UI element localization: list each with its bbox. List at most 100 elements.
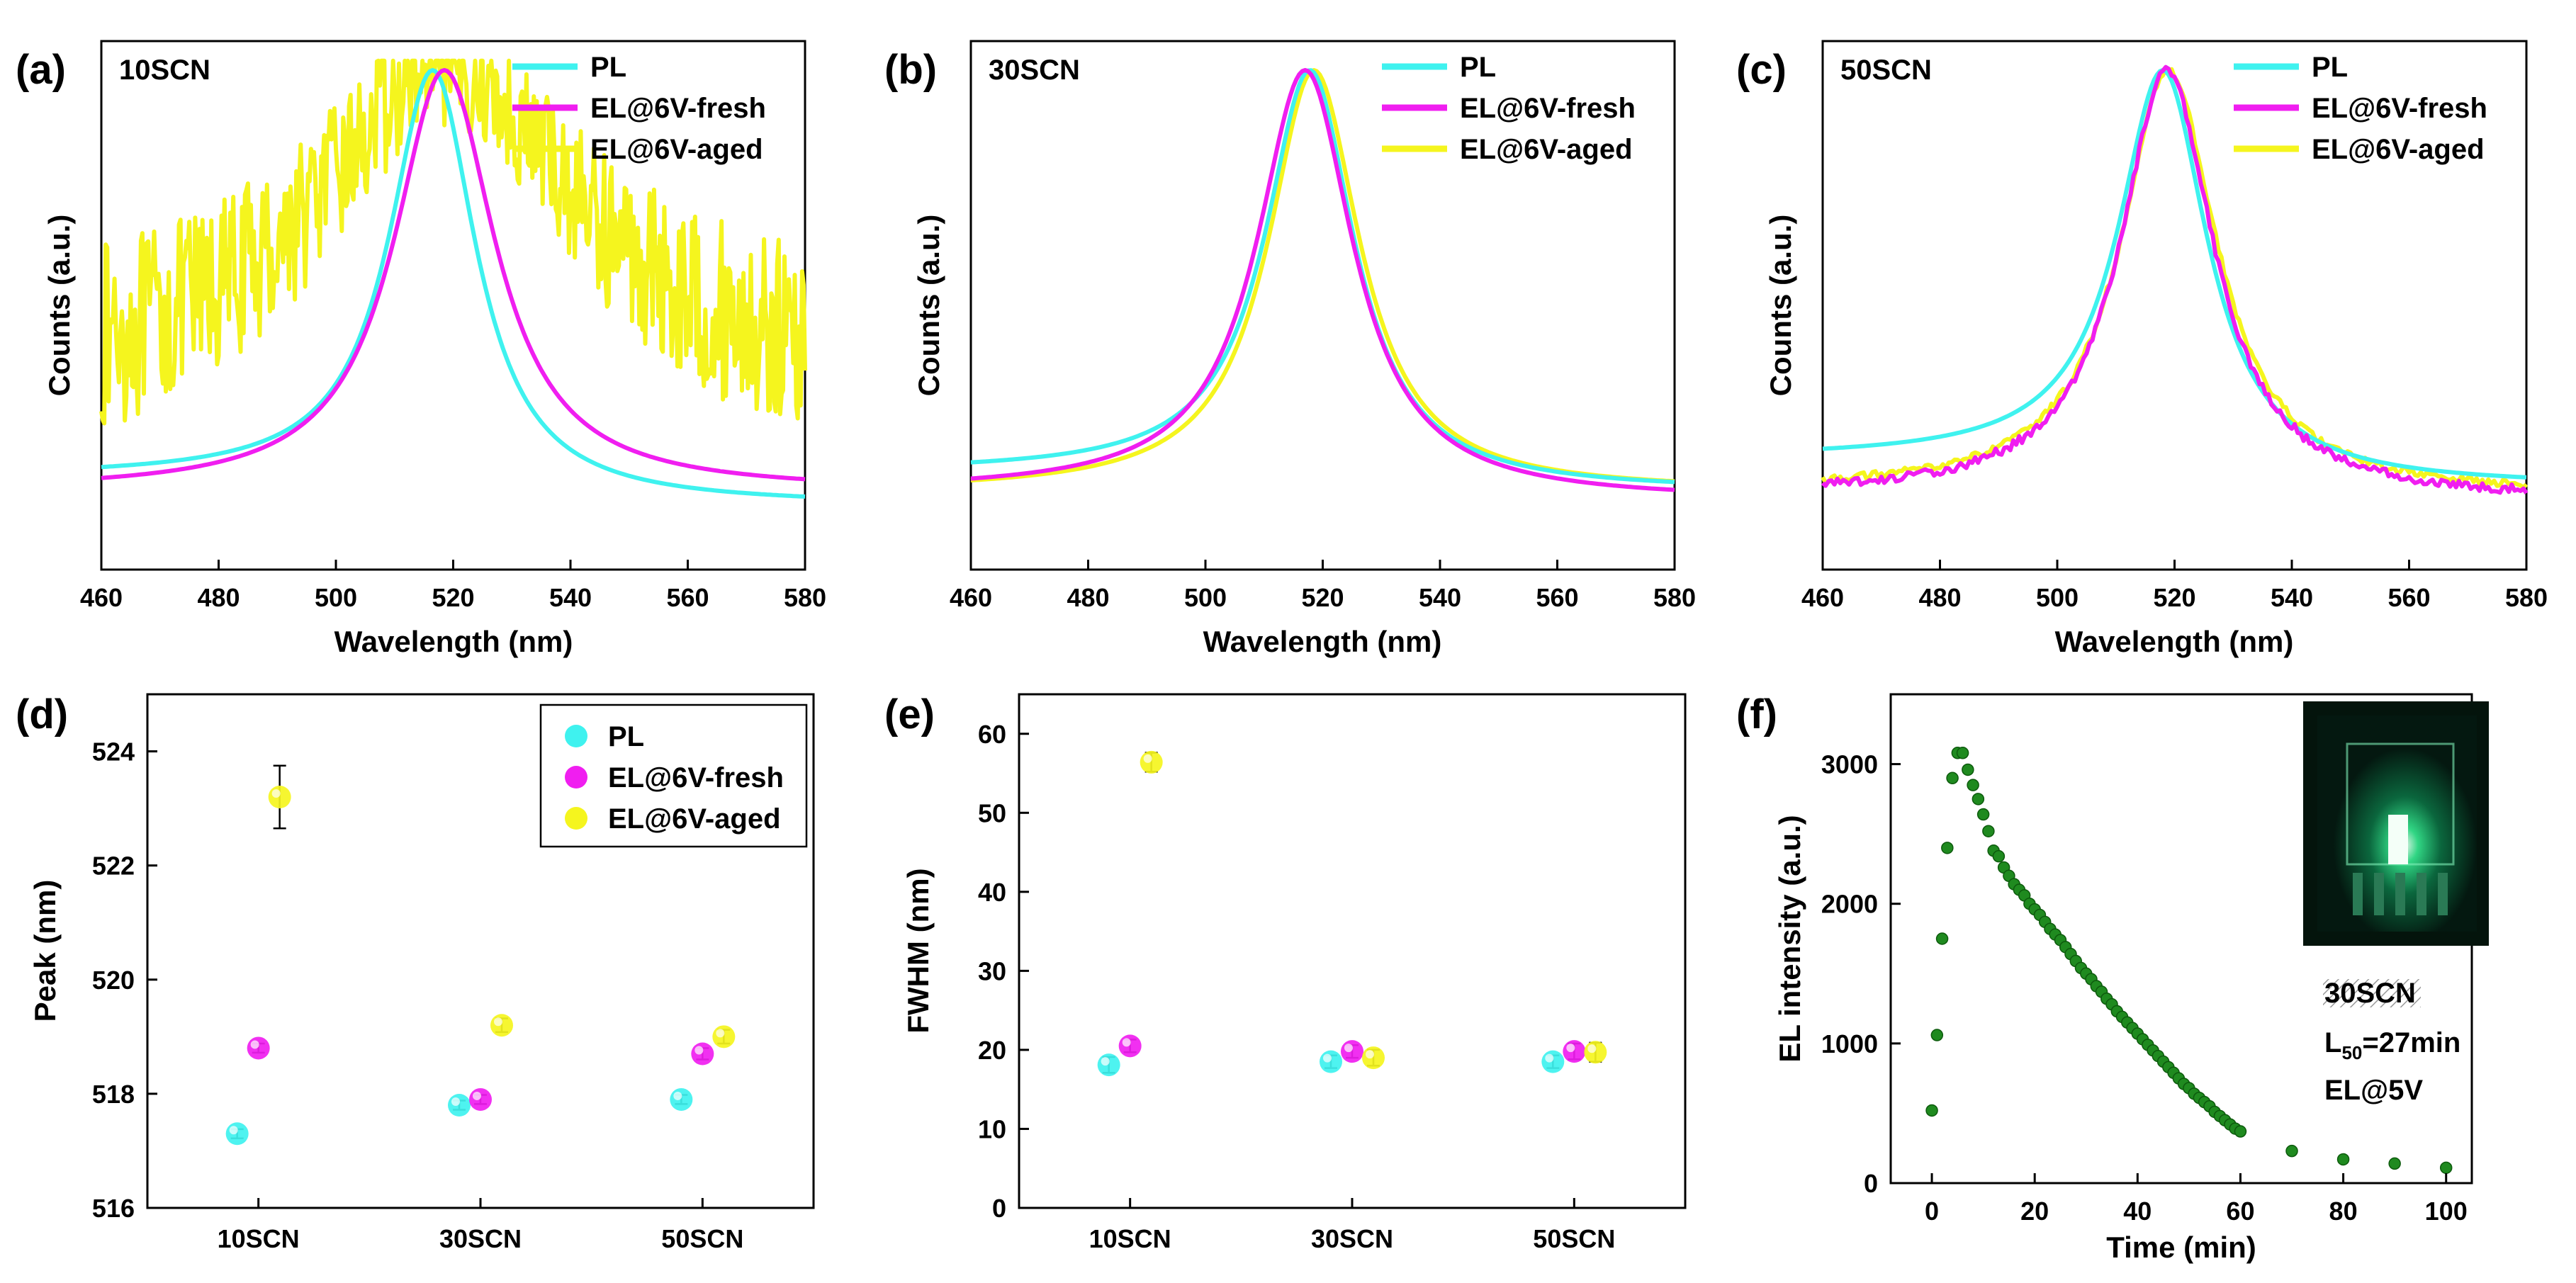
- panel-d-point-highlight: [494, 1017, 502, 1027]
- panel-d-point-pl-10scn: [225, 1122, 249, 1146]
- panel-b-legend-label-el-6v-fresh: EL@6V-fresh: [1460, 93, 1636, 124]
- panel-e-y-tick-label: 60: [978, 720, 1006, 749]
- panel-d-y-tick-label: 518: [92, 1080, 135, 1109]
- panel-e-point-pl-50scn: [1541, 1050, 1565, 1073]
- panel-b-series-pl: [970, 68, 1675, 485]
- panel-f-y-tick-label: 1000: [1821, 1029, 1878, 1058]
- device-electrode-1: [2353, 873, 2363, 915]
- panel-d-legend-label-pl: PL: [608, 721, 644, 752]
- panel-d-series-layer: [225, 764, 736, 1146]
- panel-f-point: [1992, 849, 2006, 863]
- panel-b-series-el-6v-aged: [970, 68, 1675, 484]
- inset-l50-prefix: L: [2324, 1027, 2341, 1058]
- panel-f-point: [2285, 1144, 2298, 1158]
- device-emitting-pixel: [2388, 815, 2408, 864]
- panel-e-y-tick-label: 30: [978, 956, 1006, 985]
- panel-b-x-tick-label: 460: [950, 583, 992, 612]
- panel-c-legend: PL EL@6V-fresh EL@6V-aged: [2234, 52, 2487, 165]
- panel-f-x-axis-title: Time (min): [2106, 1231, 2256, 1264]
- panel-e-x-tick-label-10scn: 10SCN: [1089, 1224, 1171, 1253]
- panel-f-point: [1982, 825, 1995, 837]
- panel-d-y-axis-title: Peak (nm): [28, 880, 62, 1022]
- panel-a-series-layer: [99, 58, 807, 499]
- panel-f-x-tick-label: 80: [2329, 1197, 2358, 1226]
- panel-f-point: [1930, 1029, 1944, 1041]
- panel-e-point-el-6v-fresh-30scn: [1341, 1040, 1363, 1063]
- panel-d-point-highlight: [716, 1029, 725, 1038]
- panel-f-point: [1976, 808, 1990, 821]
- panel-c-x-ticks: 460 480 500 520 540 560 580: [1801, 560, 2548, 612]
- panel-c-sample-label: 50SCN: [1840, 55, 1932, 86]
- panel-b-x-tick-label: 560: [1536, 583, 1578, 612]
- panel-a-legend-label-pl: PL: [590, 52, 626, 83]
- panel-d-y-tick-label: 522: [92, 852, 135, 881]
- panel-c-x-tick-label: 480: [1918, 583, 1961, 612]
- panel-d-point-highlight: [673, 1091, 682, 1100]
- panel-c-series-pl: [1822, 68, 2527, 480]
- panel-e-point-highlight: [1344, 1044, 1353, 1053]
- panel-b-legend: PL EL@6V-fresh EL@6V-aged: [1382, 52, 1636, 165]
- panel-d-legend-marker-pl: [565, 725, 587, 747]
- panel-e-point-highlight: [1323, 1053, 1332, 1063]
- panel-e-point-el-6v-aged-30scn: [1362, 1046, 1385, 1070]
- panel-d-y-tick-label: 520: [92, 966, 135, 995]
- panel-f-x-tick-label: 40: [2123, 1197, 2152, 1226]
- panel-b-legend-label-el-6v-aged: EL@6V-aged: [1460, 134, 1633, 165]
- panel-f-point: [1972, 793, 1985, 806]
- panel-e-series-layer: [1097, 750, 1607, 1077]
- panel-e-y-tick-label: 0: [992, 1194, 1006, 1223]
- panel-c-x-tick-label: 500: [2036, 583, 2079, 612]
- panel-e-point-pl-10scn: [1097, 1053, 1120, 1077]
- panel-d-point-highlight: [271, 789, 281, 798]
- panel-b-series-layer: [970, 68, 1675, 492]
- panel-c-x-axis-title: Wavelength (nm): [2055, 625, 2294, 658]
- panel-b-sample-label: 30SCN: [989, 55, 1080, 86]
- panel-e-point-el-6v-aged-50scn: [1584, 1041, 1607, 1064]
- panel-f-point: [1925, 1104, 1938, 1117]
- panel-f-point: [2388, 1157, 2401, 1170]
- panel-f-point: [2336, 1153, 2350, 1166]
- panel-f-point: [2234, 1125, 2247, 1138]
- panel-f-point: [1946, 772, 1959, 785]
- panel-a-series-pl: [101, 68, 806, 499]
- panel-d-point-highlight: [473, 1091, 481, 1100]
- panel-a-x-tick-label: 580: [784, 583, 826, 612]
- panel-d-legend-marker-el-6v-fresh: [565, 766, 587, 789]
- panel-d-x-tick-label-50scn: 50SCN: [661, 1224, 743, 1253]
- panel-c-legend-label-el-6v-fresh: EL@6V-fresh: [2312, 93, 2487, 124]
- panel-e-x-tick-label-30scn: 30SCN: [1311, 1224, 1393, 1253]
- panel-a-x-tick-label: 540: [549, 583, 592, 612]
- panel-e-letter: (e): [884, 691, 935, 737]
- device-electrode-2: [2374, 873, 2384, 915]
- inset-sample-label: 30SCN: [2324, 978, 2416, 1009]
- panel-f-x-tick-label: 20: [2020, 1197, 2049, 1226]
- panel-b-letter: (b): [884, 47, 937, 93]
- panel-f-y-tick-label: 2000: [1821, 890, 1878, 919]
- panel-e-point-highlight: [1101, 1057, 1110, 1066]
- panel-a-x-tick-label: 480: [197, 583, 240, 612]
- panel-a-x-tick-label: 460: [80, 583, 123, 612]
- panel-d-y-tick-label: 524: [92, 737, 135, 767]
- panel-f-x-tick-label: 100: [2425, 1197, 2468, 1226]
- panel-a-spectra-10scn: (a) 10SCN 460 480 500 520 540 560 580 PL EL@6V-…: [16, 40, 826, 658]
- device-electrode-3: [2395, 873, 2405, 915]
- panel-e-point-highlight: [1587, 1044, 1597, 1053]
- panel-b-x-axis-title: Wavelength (nm): [1203, 625, 1442, 658]
- panel-e-point-pl-30scn: [1320, 1050, 1342, 1073]
- panel-c-x-tick-label: 560: [2387, 583, 2430, 612]
- panel-a-letter: (a): [16, 47, 66, 93]
- panel-c-x-tick-label: 540: [2271, 583, 2313, 612]
- panel-d-point-el-6v-aged-30scn: [490, 1014, 513, 1037]
- panel-c-legend-label-el-6v-aged: EL@6V-aged: [2312, 134, 2485, 165]
- panel-a-y-axis-title: Counts (a.u.): [43, 215, 76, 397]
- panel-d-point-el-6v-fresh-50scn: [691, 1042, 714, 1066]
- panel-b-x-tick-label: 520: [1301, 583, 1344, 612]
- panel-e-point-highlight: [1122, 1038, 1131, 1047]
- panel-d-point-el-6v-fresh-30scn: [469, 1087, 492, 1111]
- panel-c-series-el-6v-fresh: [1821, 64, 2529, 495]
- panel-d-letter: (d): [16, 691, 68, 737]
- panel-f-series-layer: [1925, 747, 2453, 1175]
- panel-c-legend-label-pl: PL: [2312, 52, 2348, 83]
- panel-d-point-highlight: [694, 1046, 704, 1055]
